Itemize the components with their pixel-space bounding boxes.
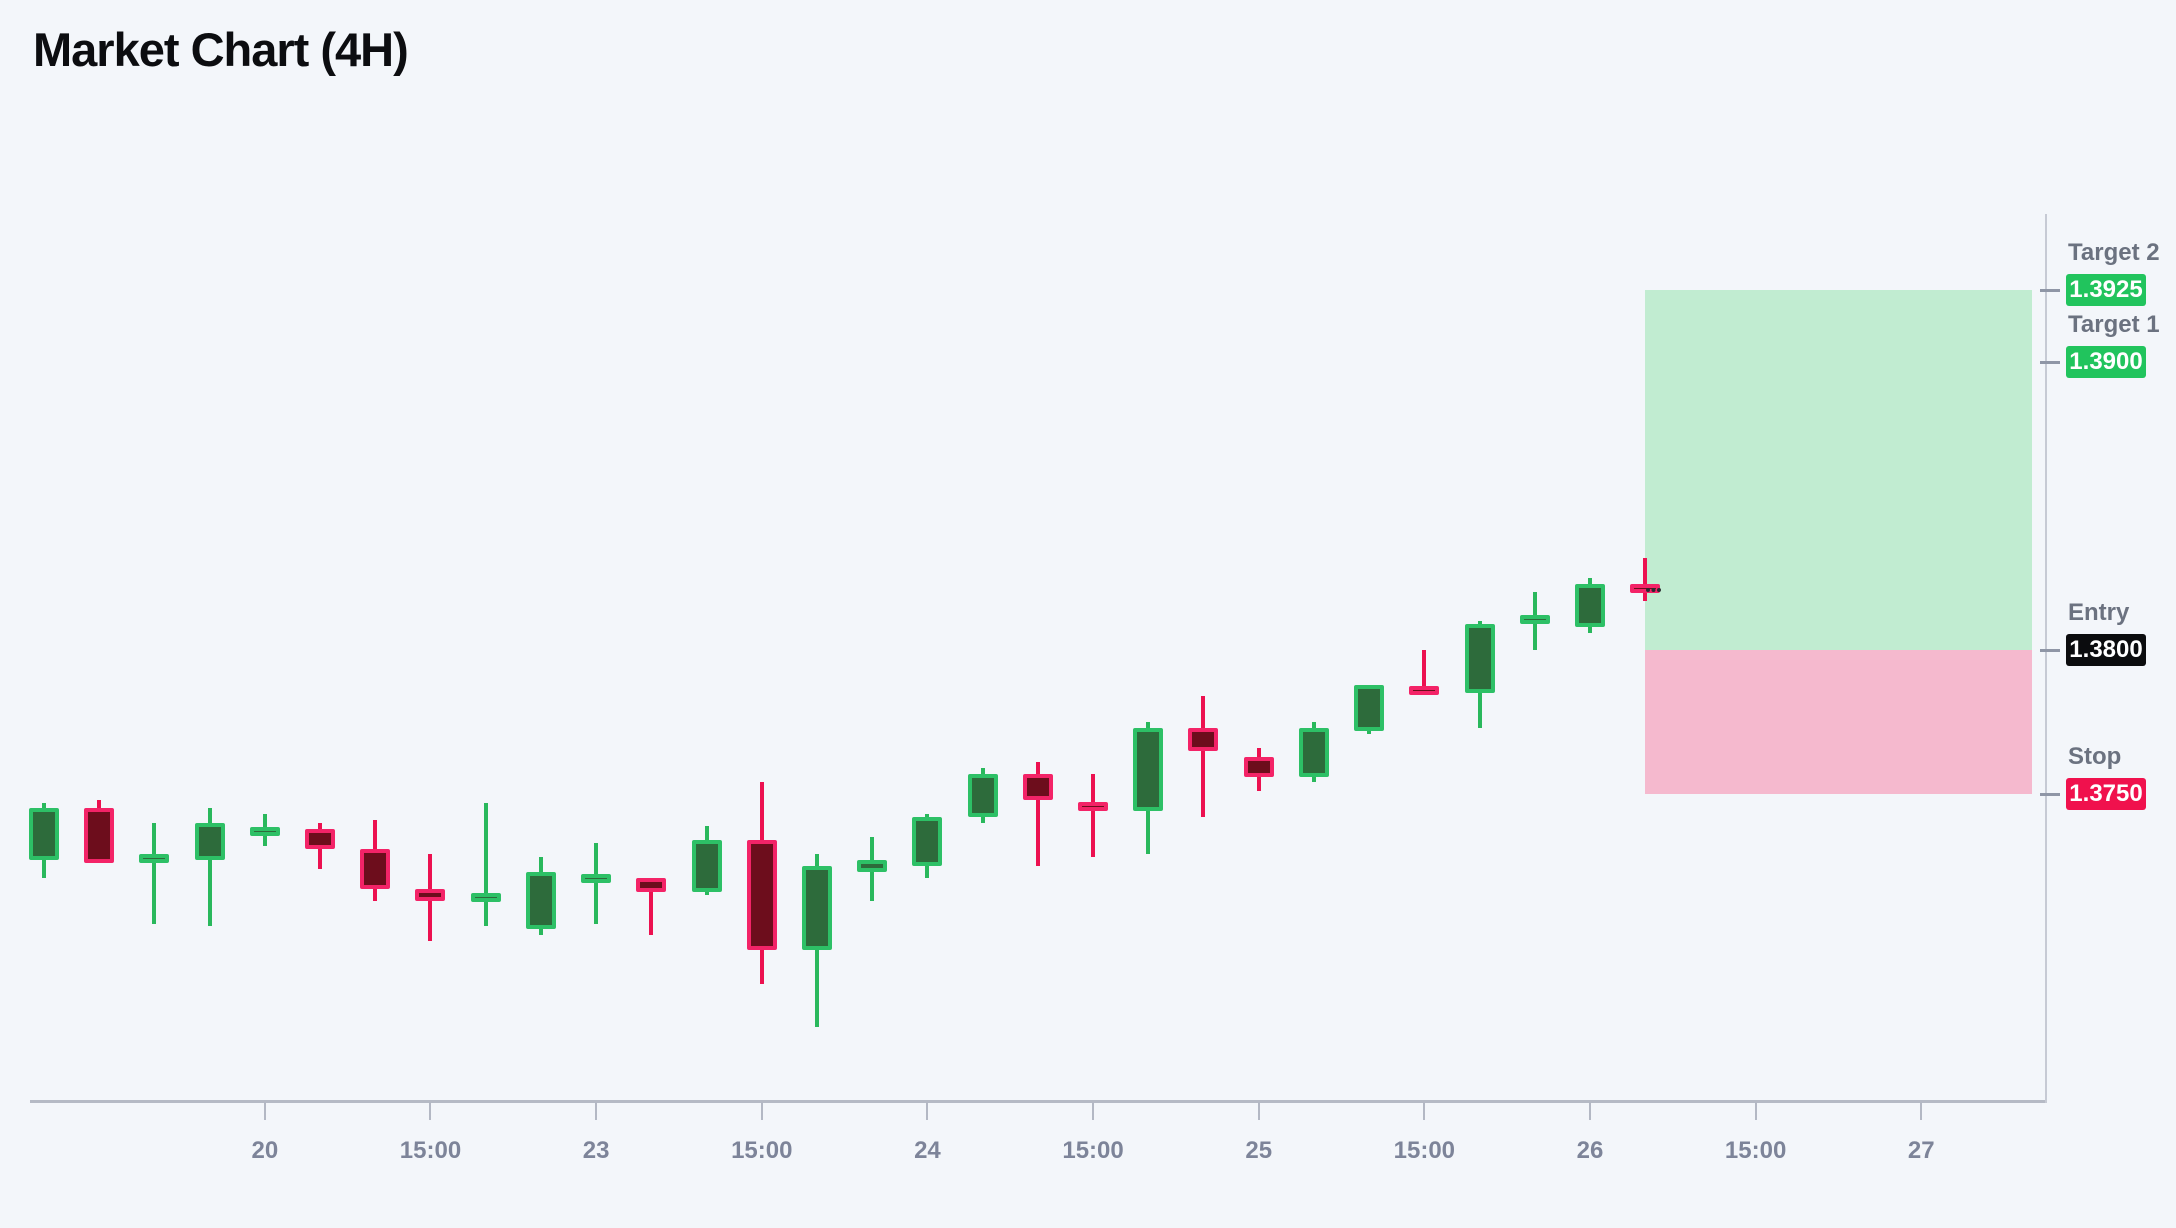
candle-body bbox=[912, 817, 943, 866]
x-tick-mark bbox=[429, 1102, 432, 1120]
loss-zone[interactable] bbox=[1645, 650, 2032, 794]
candle-wick bbox=[594, 842, 599, 924]
candle-body bbox=[249, 826, 280, 836]
candle-body bbox=[1078, 802, 1109, 812]
x-tick-mark bbox=[1920, 1102, 1923, 1120]
x-axis-line bbox=[30, 1100, 2046, 1103]
x-tick-label: 15:00 bbox=[1724, 1137, 1787, 1164]
candle-body bbox=[857, 860, 888, 872]
candle-body bbox=[581, 874, 612, 884]
candle-wick bbox=[207, 808, 212, 927]
price-level-tick-mark bbox=[2040, 361, 2060, 364]
candle-body bbox=[801, 866, 832, 950]
price-level-tick-mark bbox=[2040, 649, 2060, 652]
candle-body bbox=[1243, 756, 1274, 777]
x-tick-mark bbox=[263, 1102, 266, 1120]
candle-body bbox=[1298, 727, 1329, 777]
x-tick-label: 26 bbox=[1576, 1137, 1604, 1164]
x-tick-label: 20 bbox=[251, 1137, 279, 1164]
target1-label: Target 1 bbox=[2068, 311, 2160, 338]
candle-body bbox=[1519, 615, 1550, 625]
candle-body bbox=[1354, 684, 1385, 731]
candle-body bbox=[691, 840, 722, 892]
candle-body bbox=[1022, 773, 1053, 800]
candle-wick bbox=[152, 822, 157, 924]
candle-wick bbox=[1035, 762, 1040, 866]
stop-price-badge[interactable]: 1.3750 bbox=[2066, 778, 2146, 810]
x-tick-mark bbox=[1092, 1102, 1095, 1120]
stop-label: Stop bbox=[2068, 743, 2122, 770]
candle-body bbox=[1574, 583, 1605, 627]
profit-zone[interactable] bbox=[1645, 290, 2032, 650]
x-tick-mark bbox=[1423, 1102, 1426, 1120]
target2-label: Target 2 bbox=[2068, 239, 2160, 266]
x-tick-label: 25 bbox=[1245, 1137, 1273, 1164]
candle-body bbox=[139, 854, 170, 864]
candle-wick bbox=[483, 802, 488, 927]
x-tick-label: 23 bbox=[582, 1137, 610, 1164]
candle-body bbox=[746, 840, 777, 950]
target2-price-badge[interactable]: 1.3925 bbox=[2066, 274, 2146, 306]
candle-body bbox=[1133, 727, 1164, 812]
x-tick-mark bbox=[1257, 1102, 1260, 1120]
last-price-dotted-marker bbox=[1646, 587, 1661, 592]
y-axis-line bbox=[2045, 214, 2047, 1103]
x-tick-label: 24 bbox=[914, 1137, 941, 1164]
candle-body bbox=[84, 808, 115, 864]
x-tick-mark bbox=[1588, 1102, 1591, 1120]
candle-body bbox=[1409, 685, 1440, 695]
candle-body bbox=[415, 889, 446, 901]
candle-body bbox=[525, 871, 556, 930]
candle-body bbox=[194, 822, 225, 861]
candle-body bbox=[636, 877, 667, 892]
candle-wick bbox=[1643, 557, 1648, 602]
target1-price-badge[interactable]: 1.3900 bbox=[2066, 346, 2146, 378]
price-level-tick-mark bbox=[2040, 289, 2060, 292]
x-tick-mark bbox=[1754, 1102, 1757, 1120]
candle-wick bbox=[649, 877, 654, 936]
entry-label: Entry bbox=[2068, 599, 2130, 626]
x-tick-label: 15:00 bbox=[1062, 1137, 1124, 1164]
x-tick-label: 15:00 bbox=[1393, 1137, 1456, 1164]
candle-body bbox=[1188, 727, 1219, 751]
x-tick-mark bbox=[595, 1102, 598, 1120]
candle-body bbox=[29, 808, 59, 861]
candle-wick bbox=[1422, 650, 1427, 694]
page-title: Market Chart (4H) bbox=[33, 23, 409, 76]
x-tick-label: 15:00 bbox=[399, 1137, 462, 1164]
price-level-tick-mark bbox=[2040, 793, 2060, 796]
x-tick-mark bbox=[926, 1102, 929, 1120]
candle-body bbox=[305, 828, 336, 849]
candle-body bbox=[967, 773, 998, 818]
candle-wick bbox=[1201, 696, 1206, 818]
candle-body bbox=[1464, 624, 1495, 694]
candle-body bbox=[470, 893, 501, 903]
x-tick-label: 15:00 bbox=[731, 1137, 793, 1164]
candle-wick bbox=[1091, 773, 1096, 858]
entry-price-badge[interactable]: 1.3800 bbox=[2066, 634, 2146, 666]
x-tick-label: 27 bbox=[1907, 1137, 1935, 1164]
x-tick-mark bbox=[760, 1102, 763, 1120]
candle-body bbox=[360, 848, 391, 890]
